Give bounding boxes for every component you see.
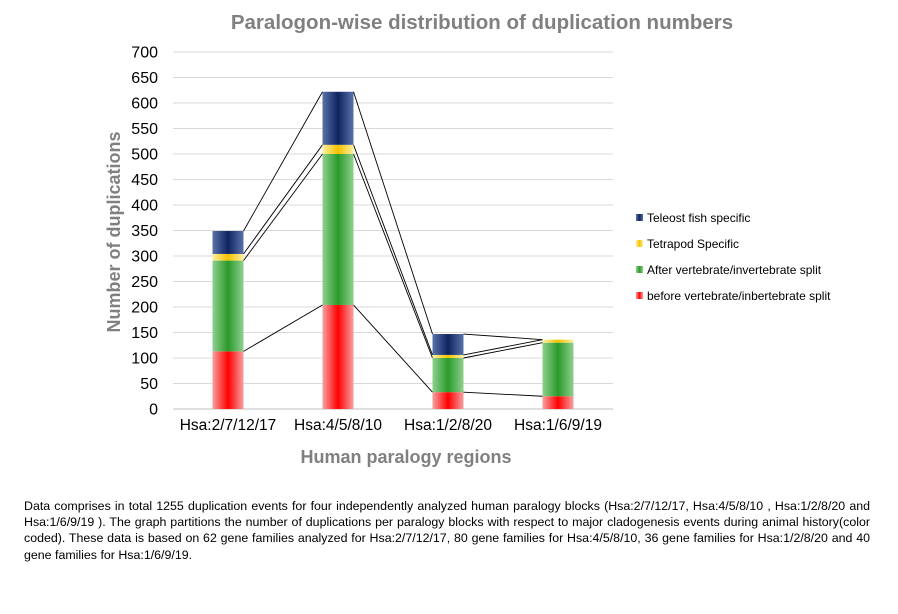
- connector-line: [353, 144, 433, 356]
- y-axis-ticks: 0 50 100 150 200 250 300 350 400 450 500 550 600 650 7…: [131, 45, 158, 419]
- y-tick-label: 50: [140, 376, 158, 393]
- bar-2-1: [322, 144, 354, 154]
- y-tick-label: 250: [131, 274, 158, 291]
- legend-label: Teleost fish specific: [647, 211, 750, 225]
- y-tick-label: 550: [131, 121, 158, 138]
- bar-0-0: [212, 351, 244, 409]
- y-tick-label: 450: [131, 172, 158, 189]
- connector-line: [463, 339, 543, 356]
- y-tick-label: 600: [131, 96, 158, 113]
- bar-3-0: [212, 231, 244, 254]
- bar-2-0: [212, 253, 244, 261]
- y-axis-label: Number of duplications: [104, 131, 124, 332]
- legend-swatch: [636, 214, 643, 221]
- bar-2-3: [542, 339, 574, 343]
- legend-label: After vertebrate/invertebrate split: [647, 263, 822, 277]
- y-tick-label: 400: [131, 198, 158, 215]
- x-axis-label: Human paralogy regions: [300, 447, 511, 467]
- gridlines: [173, 51, 613, 410]
- connector-line: [243, 304, 323, 352]
- x-axis-ticks: Hsa:2/7/12/17 Hsa:4/5/8/10 Hsa:1/2/8/20 Hsa…: [180, 417, 602, 434]
- legend-label: before vertebrate/inbertebrate split: [647, 289, 831, 303]
- figure-caption: Data comprises in total 1255 duplication…: [24, 499, 870, 562]
- connector-line: [243, 153, 323, 261]
- connector-line: [353, 153, 433, 359]
- bars: [212, 91, 574, 409]
- x-tick-label: Hsa:4/5/8/10: [294, 417, 382, 434]
- legend-swatch: [636, 266, 643, 273]
- connector-line: [353, 304, 433, 393]
- connector-line: [243, 144, 323, 255]
- y-tick-label: 200: [131, 300, 158, 317]
- x-tick-label: Hsa:1/2/8/20: [404, 417, 492, 434]
- bar-1-3: [542, 342, 574, 397]
- bar-0-2: [432, 392, 464, 409]
- chart-title: Paralogon-wise distribution of duplicati…: [231, 11, 733, 34]
- y-tick-label: 150: [131, 325, 158, 342]
- legend-swatch: [636, 240, 643, 247]
- bar-0-3: [542, 396, 574, 409]
- y-tick-label: 350: [131, 223, 158, 240]
- legend-label: Tetrapod Specific: [647, 237, 739, 251]
- connector-line: [243, 91, 323, 232]
- bar-3-1: [322, 91, 354, 145]
- bar-1-1: [322, 154, 354, 305]
- connector-line: [353, 91, 433, 335]
- bar-2-2: [432, 354, 464, 358]
- bar-0-1: [322, 304, 354, 409]
- bar-1-2: [432, 358, 464, 393]
- bar-1-0: [212, 260, 244, 352]
- y-tick-label: 0: [149, 402, 158, 419]
- y-tick-label: 700: [131, 45, 158, 62]
- legend: Teleost fish specific Tetrapod Specific Af…: [636, 211, 831, 303]
- connector-line: [463, 391, 543, 397]
- connector-line: [463, 342, 543, 359]
- y-tick-label: 500: [131, 147, 158, 164]
- y-tick-label: 300: [131, 249, 158, 266]
- legend-swatch: [636, 292, 643, 299]
- connector-line: [463, 333, 543, 341]
- bar-3-2: [432, 334, 464, 355]
- x-tick-label: Hsa:1/6/9/19: [514, 417, 602, 434]
- x-tick-label: Hsa:2/7/12/17: [180, 417, 277, 434]
- y-tick-label: 650: [131, 70, 158, 87]
- y-tick-label: 100: [131, 351, 158, 368]
- series-connector-lines: [243, 91, 543, 397]
